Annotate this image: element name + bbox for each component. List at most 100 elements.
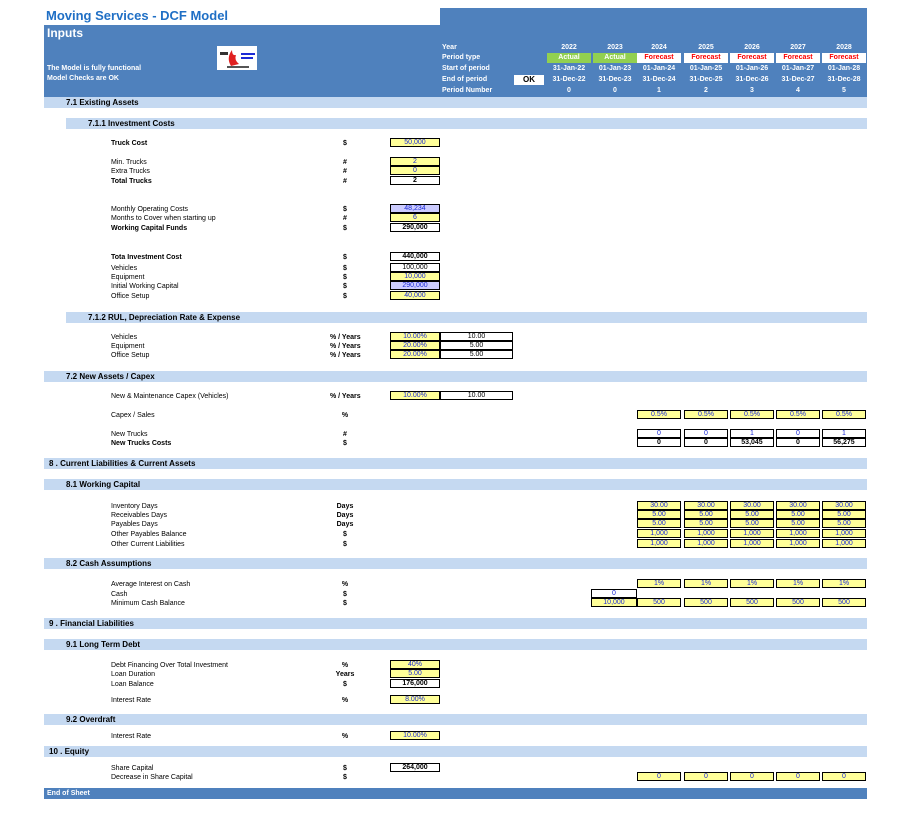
loan-duration-unit: Years bbox=[335, 671, 355, 678]
rec-days-input[interactable]: 5.00 bbox=[776, 510, 820, 519]
new-trucks-costs-value[interactable]: 0 bbox=[684, 438, 728, 447]
init-wc-value[interactable]: 290,000 bbox=[390, 281, 440, 290]
section-8-1: 8.1 Working Capital bbox=[44, 479, 867, 490]
avg-interest-label: Average Interest on Cash bbox=[111, 581, 191, 588]
new-trucks-value[interactable]: 1 bbox=[822, 429, 866, 438]
rec-days-input[interactable]: 5.00 bbox=[637, 510, 681, 519]
avg-interest-input[interactable]: 1% bbox=[822, 579, 866, 588]
rec-days-input[interactable]: 5.00 bbox=[822, 510, 866, 519]
vehicles-value[interactable]: 100,000 bbox=[390, 263, 440, 272]
capex-sales-input[interactable]: 0.5% bbox=[637, 410, 681, 419]
equipment-input[interactable]: 10,000 bbox=[390, 272, 440, 281]
other-cl-input[interactable]: 1,000 bbox=[822, 539, 866, 548]
inputs-title: Inputs bbox=[47, 26, 83, 40]
extra-trucks-unit: # bbox=[343, 168, 347, 175]
inv-days-input[interactable]: 30.00 bbox=[822, 501, 866, 510]
end-period-label: End of period bbox=[442, 76, 488, 83]
other-cl-input[interactable]: 1,000 bbox=[684, 539, 728, 548]
interest-rate-input[interactable]: 8.00% bbox=[390, 695, 440, 704]
truck-cost-input[interactable]: 50,000 bbox=[390, 138, 440, 147]
overdraft-rate-label: Interest Rate bbox=[111, 733, 152, 740]
avg-interest-input[interactable]: 1% bbox=[637, 579, 681, 588]
status-functional: The Model is fully functional bbox=[47, 65, 142, 72]
dep-vehicles-years[interactable]: 10.00 bbox=[440, 332, 513, 341]
decrease-share-input[interactable]: 0 bbox=[822, 772, 866, 781]
new-trucks-costs-value[interactable]: 0 bbox=[637, 438, 681, 447]
pay-days-input[interactable]: 5.00 bbox=[637, 519, 681, 528]
decrease-share-input[interactable]: 0 bbox=[684, 772, 728, 781]
other-pay-input[interactable]: 1,000 bbox=[822, 529, 866, 538]
cash-value[interactable]: 0 bbox=[591, 589, 637, 598]
min-cash-input[interactable]: 500 bbox=[822, 598, 866, 607]
loan-duration-input[interactable]: 5.00 bbox=[390, 669, 440, 678]
other-cl-input[interactable]: 1,000 bbox=[730, 539, 774, 548]
dep-office-years[interactable]: 5.00 bbox=[440, 350, 513, 359]
dep-vehicles-rate[interactable]: 10.00% bbox=[390, 332, 440, 341]
extra-trucks-input[interactable]: 0 bbox=[390, 166, 440, 175]
new-maint-years[interactable]: 10.00 bbox=[440, 391, 513, 400]
min-cash-input[interactable]: 500 bbox=[684, 598, 728, 607]
share-capital-value[interactable]: 264,000 bbox=[390, 763, 440, 772]
new-trucks-costs-value[interactable]: 56,275 bbox=[822, 438, 866, 447]
min-cash-input[interactable]: 500 bbox=[776, 598, 820, 607]
header-start: 01-Jan-24 bbox=[642, 65, 676, 72]
avg-interest-input[interactable]: 1% bbox=[776, 579, 820, 588]
new-maint-rate[interactable]: 10.00% bbox=[390, 391, 440, 400]
new-trucks-value[interactable]: 0 bbox=[637, 429, 681, 438]
dep-equipment-years[interactable]: 5.00 bbox=[440, 341, 513, 350]
inv-days-input[interactable]: 30.00 bbox=[730, 501, 774, 510]
min-cash-first-input[interactable]: 10,000 bbox=[591, 598, 637, 607]
inv-days-input[interactable]: 30.00 bbox=[637, 501, 681, 510]
dep-office-rate[interactable]: 20.00% bbox=[390, 350, 440, 359]
total-inv-value[interactable]: 440,000 bbox=[390, 252, 440, 261]
avg-interest-unit: % bbox=[341, 581, 349, 588]
avg-interest-input[interactable]: 1% bbox=[730, 579, 774, 588]
min-cash-label: Minimum Cash Balance bbox=[111, 600, 185, 607]
min-trucks-input[interactable]: 2 bbox=[390, 157, 440, 166]
wc-funds-value[interactable]: 290,000 bbox=[390, 223, 440, 232]
months-cover-input[interactable]: 6 bbox=[390, 213, 440, 222]
inv-days-input[interactable]: 30.00 bbox=[776, 501, 820, 510]
header-period-type: Forecast bbox=[684, 53, 728, 63]
monthly-op-input[interactable]: 48,234 bbox=[390, 204, 440, 213]
min-cash-input[interactable]: 500 bbox=[730, 598, 774, 607]
loan-balance-value[interactable]: 176,000 bbox=[390, 679, 440, 688]
pay-days-input[interactable]: 5.00 bbox=[776, 519, 820, 528]
new-trucks-value[interactable]: 0 bbox=[684, 429, 728, 438]
other-pay-input[interactable]: 1,000 bbox=[684, 529, 728, 538]
year-label: Year bbox=[442, 44, 457, 51]
avg-interest-input[interactable]: 1% bbox=[684, 579, 728, 588]
rec-days-input[interactable]: 5.00 bbox=[684, 510, 728, 519]
pay-days-input[interactable]: 5.00 bbox=[822, 519, 866, 528]
other-pay-input[interactable]: 1,000 bbox=[637, 529, 681, 538]
total-trucks-value[interactable]: 2 bbox=[390, 176, 440, 185]
office-setup-input[interactable]: 40,000 bbox=[390, 291, 440, 300]
min-cash-input[interactable]: 500 bbox=[637, 598, 681, 607]
other-cl-input[interactable]: 1,000 bbox=[637, 539, 681, 548]
new-trucks-costs-value[interactable]: 0 bbox=[776, 438, 820, 447]
monthly-op-unit: $ bbox=[343, 206, 347, 213]
pay-days-input[interactable]: 5.00 bbox=[730, 519, 774, 528]
total-trucks-label: Total Trucks bbox=[111, 178, 152, 185]
debt-financing-input[interactable]: 40% bbox=[390, 660, 440, 669]
pay-days-input[interactable]: 5.00 bbox=[684, 519, 728, 528]
decrease-share-input[interactable]: 0 bbox=[730, 772, 774, 781]
decrease-share-input[interactable]: 0 bbox=[776, 772, 820, 781]
decrease-share-input[interactable]: 0 bbox=[637, 772, 681, 781]
wc-funds-unit: $ bbox=[343, 225, 347, 232]
other-cl-input[interactable]: 1,000 bbox=[776, 539, 820, 548]
inv-days-unit: Days bbox=[336, 503, 354, 510]
new-trucks-costs-value[interactable]: 53,045 bbox=[730, 438, 774, 447]
overdraft-rate-input[interactable]: 10.00% bbox=[390, 731, 440, 740]
inv-days-input[interactable]: 30.00 bbox=[684, 501, 728, 510]
other-pay-input[interactable]: 1,000 bbox=[776, 529, 820, 538]
capex-sales-input[interactable]: 0.5% bbox=[730, 410, 774, 419]
new-trucks-value[interactable]: 0 bbox=[776, 429, 820, 438]
new-trucks-value[interactable]: 1 bbox=[730, 429, 774, 438]
capex-sales-input[interactable]: 0.5% bbox=[822, 410, 866, 419]
rec-days-input[interactable]: 5.00 bbox=[730, 510, 774, 519]
other-pay-input[interactable]: 1,000 bbox=[730, 529, 774, 538]
capex-sales-input[interactable]: 0.5% bbox=[684, 410, 728, 419]
capex-sales-input[interactable]: 0.5% bbox=[776, 410, 820, 419]
dep-equipment-rate[interactable]: 20.00% bbox=[390, 341, 440, 350]
